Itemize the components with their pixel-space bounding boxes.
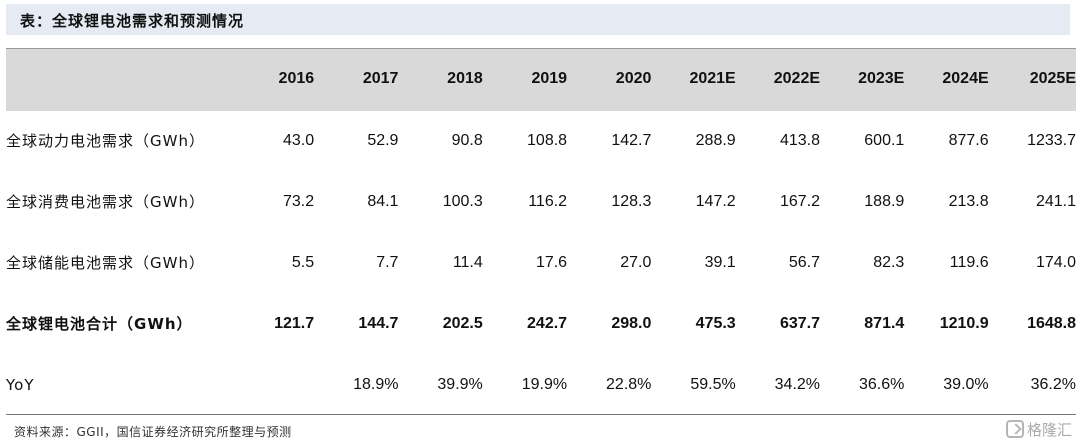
table-cell: 188.9	[864, 192, 905, 210]
table-cell: 142.7	[611, 131, 652, 149]
table-cell: 144.7	[358, 314, 399, 332]
watermark: 格隆汇	[1005, 418, 1072, 440]
table-cell: 128.3	[611, 192, 652, 210]
table-cell: 73.2	[283, 192, 315, 210]
table-cell: 59.5%	[690, 375, 736, 393]
table-cell: 1233.7	[1027, 131, 1076, 149]
watermark-logo-icon	[1005, 420, 1024, 438]
table-cell: 288.9	[695, 131, 736, 149]
table-cell: 871.4	[864, 314, 905, 332]
table-cell: 100.3	[442, 192, 483, 210]
table-title: 表：全球锂电池需求和预测情况	[20, 12, 245, 30]
source-note: 资料来源：GGII，国信证券经济研究所整理与预测	[14, 425, 292, 439]
table-cell: 39.9%	[437, 375, 483, 393]
table-row: 全球消费电池需求（GWh） 73.2 84.1 100.3 116.2 128.…	[6, 171, 1076, 232]
table-cell: 119.6	[949, 253, 989, 271]
table-cell: 39.1	[704, 253, 736, 271]
table-cell: 147.2	[695, 192, 736, 210]
column-header: 2018	[447, 70, 483, 87]
column-header: 2019	[531, 70, 568, 87]
table-cell: 202.5	[442, 314, 483, 332]
column-header: 2025E	[1029, 70, 1076, 87]
watermark-text: 格隆汇	[1026, 420, 1072, 439]
table-cell: 475.3	[695, 314, 736, 332]
yoy-row: YoY 18.9% 39.9% 19.9% 22.8% 59.5% 34.2% …	[6, 354, 1076, 415]
table-cell: 600.1	[864, 131, 905, 149]
column-header: 2017	[362, 70, 399, 87]
table-cell: 174.0	[1035, 253, 1076, 271]
column-header: 2021E	[689, 70, 736, 87]
table-cell: 7.7	[376, 253, 399, 271]
table-cell: 18.9%	[353, 375, 399, 393]
table-cell: 43.0	[283, 131, 315, 149]
table-cell: 213.8	[948, 192, 989, 210]
header-background	[6, 48, 1076, 111]
table-cell: 1648.8	[1027, 314, 1076, 332]
table-cell: 36.6%	[858, 375, 905, 393]
total-row: 全球锂电池合计（GWh） 121.7 144.7 202.5 242.7 298…	[6, 293, 1076, 354]
table-cell: 52.9	[367, 131, 399, 149]
table-cell: 241.1	[1035, 192, 1076, 210]
table-cell: 27.0	[620, 253, 652, 271]
table-cell: 56.7	[788, 253, 821, 271]
table-cell: 116.2	[528, 192, 568, 210]
table-cell: 298.0	[611, 314, 652, 332]
table-cell: 413.8	[779, 131, 821, 149]
row-label: 全球锂电池合计（GWh）	[6, 315, 193, 333]
table-cell: 108.8	[527, 131, 568, 149]
header-row: 2016 2017 2018 2019 2020 2021E 2022E 202…	[6, 48, 1076, 110]
row-label: 全球储能电池需求（GWh）	[6, 254, 205, 272]
column-header: 2023E	[858, 70, 905, 87]
table-cell: 11.4	[452, 253, 483, 271]
column-header: 2024E	[942, 70, 989, 87]
table-cell: 167.2	[779, 192, 821, 210]
row-label: 全球动力电池需求（GWh）	[6, 132, 205, 150]
table-cell: 877.6	[948, 131, 989, 149]
column-header: 2016	[278, 70, 315, 87]
table-cell: 84.1	[367, 192, 399, 210]
table-row: 全球储能电池需求（GWh） 5.5 7.7 11.4 17.6 27.0 39.…	[6, 232, 1076, 293]
table-cell: 19.9%	[521, 375, 568, 393]
table-row: 全球动力电池需求（GWh） 43.0 52.9 90.8 108.8 142.7…	[6, 110, 1076, 171]
table-cell: 5.5	[291, 253, 315, 271]
table-cell: 121.7	[274, 314, 315, 332]
table-cell	[243, 354, 314, 415]
table-cell: 39.0%	[943, 375, 989, 393]
table-cell: 36.2%	[1030, 375, 1076, 393]
table-cell: 34.2%	[774, 375, 821, 393]
column-header: 2020	[615, 70, 652, 87]
data-table: 2016 2017 2018 2019 2020 2021E 2022E 202…	[6, 48, 1076, 415]
table-cell: 90.8	[451, 131, 483, 149]
table-cell: 1210.9	[939, 314, 989, 332]
bottom-rule	[6, 414, 1076, 415]
corner-header	[6, 48, 243, 110]
table-cell: 82.3	[873, 253, 905, 271]
row-label: YoY	[6, 375, 35, 394]
table-cell: 17.6	[535, 253, 568, 271]
title-bar: 表：全球锂电池需求和预测情况	[6, 4, 1070, 35]
table-cell: 22.8%	[606, 375, 652, 393]
table-cell: 242.7	[527, 314, 568, 332]
row-label: 全球消费电池需求（GWh）	[6, 193, 205, 211]
table-cell: 637.7	[779, 314, 821, 332]
column-header: 2022E	[773, 70, 821, 87]
